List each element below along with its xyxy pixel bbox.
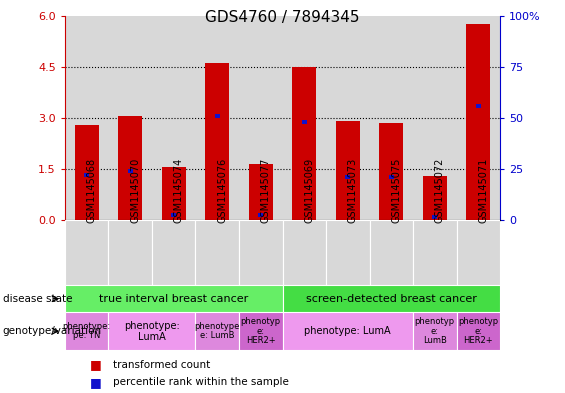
Bar xyxy=(413,16,457,220)
Text: GSM1145070: GSM1145070 xyxy=(131,158,140,223)
Bar xyxy=(457,312,500,350)
Text: phenotype: LumA: phenotype: LumA xyxy=(305,326,391,336)
Bar xyxy=(326,220,370,285)
Text: ■: ■ xyxy=(90,358,102,371)
Text: ■: ■ xyxy=(90,376,102,389)
Bar xyxy=(345,175,350,179)
Text: GSM1145074: GSM1145074 xyxy=(174,158,184,223)
Bar xyxy=(476,104,481,108)
Bar xyxy=(258,213,263,217)
Bar xyxy=(195,220,239,285)
Text: GSM1145068: GSM1145068 xyxy=(87,158,97,223)
Text: GSM1145072: GSM1145072 xyxy=(435,158,445,223)
Text: transformed count: transformed count xyxy=(113,360,210,370)
Bar xyxy=(370,220,413,285)
Bar xyxy=(292,67,316,220)
Bar xyxy=(413,220,457,285)
Text: phenotype
e: LumB: phenotype e: LumB xyxy=(194,322,240,340)
Text: phenotyp
e:
HER2+: phenotyp e: HER2+ xyxy=(241,317,281,345)
Text: true interval breast cancer: true interval breast cancer xyxy=(99,294,249,304)
Bar xyxy=(389,175,394,179)
Text: GSM1145073: GSM1145073 xyxy=(347,158,358,223)
Text: GSM1145076: GSM1145076 xyxy=(217,158,227,223)
Bar xyxy=(413,312,457,350)
Bar xyxy=(195,312,239,350)
Bar xyxy=(171,213,176,217)
Bar xyxy=(432,215,437,219)
Bar xyxy=(282,285,500,312)
Bar xyxy=(65,220,108,285)
Text: phenotype:
pe: TN: phenotype: pe: TN xyxy=(63,322,111,340)
Bar xyxy=(108,312,195,350)
Bar xyxy=(239,220,282,285)
Bar xyxy=(239,16,282,220)
Bar xyxy=(423,176,447,220)
Text: phenotyp
e:
LumB: phenotyp e: LumB xyxy=(415,317,455,345)
Bar xyxy=(195,16,239,220)
Bar xyxy=(205,63,229,220)
Text: disease state: disease state xyxy=(3,294,72,304)
Text: GSM1145077: GSM1145077 xyxy=(261,158,271,223)
Text: percentile rank within the sample: percentile rank within the sample xyxy=(113,377,289,387)
Text: phenotype:
LumA: phenotype: LumA xyxy=(124,321,180,342)
Bar xyxy=(65,312,108,350)
Bar xyxy=(75,125,99,220)
Text: GSM1145075: GSM1145075 xyxy=(391,158,401,223)
Bar xyxy=(249,164,273,220)
Bar xyxy=(282,312,413,350)
Text: genotype/variation: genotype/variation xyxy=(3,326,102,336)
Bar xyxy=(457,16,500,220)
Bar xyxy=(128,169,133,173)
Bar xyxy=(108,16,152,220)
Bar xyxy=(108,220,152,285)
Bar xyxy=(379,123,403,220)
Bar xyxy=(162,167,186,220)
Bar xyxy=(336,121,360,220)
Text: GSM1145071: GSM1145071 xyxy=(478,158,488,223)
Bar xyxy=(152,220,195,285)
Bar xyxy=(370,16,413,220)
Bar xyxy=(466,24,490,220)
Text: phenotyp
e:
HER2+: phenotyp e: HER2+ xyxy=(458,317,498,345)
Bar xyxy=(215,114,220,118)
Bar xyxy=(65,16,108,220)
Bar xyxy=(118,116,142,220)
Bar xyxy=(302,120,307,124)
Text: GSM1145069: GSM1145069 xyxy=(304,158,314,223)
Bar xyxy=(65,285,282,312)
Bar xyxy=(282,220,326,285)
Bar xyxy=(282,16,326,220)
Bar xyxy=(457,220,500,285)
Bar xyxy=(152,16,195,220)
Text: screen-detected breast cancer: screen-detected breast cancer xyxy=(306,294,477,304)
Bar xyxy=(239,312,282,350)
Bar xyxy=(326,16,370,220)
Bar xyxy=(84,173,89,177)
Text: GDS4760 / 7894345: GDS4760 / 7894345 xyxy=(205,10,360,25)
